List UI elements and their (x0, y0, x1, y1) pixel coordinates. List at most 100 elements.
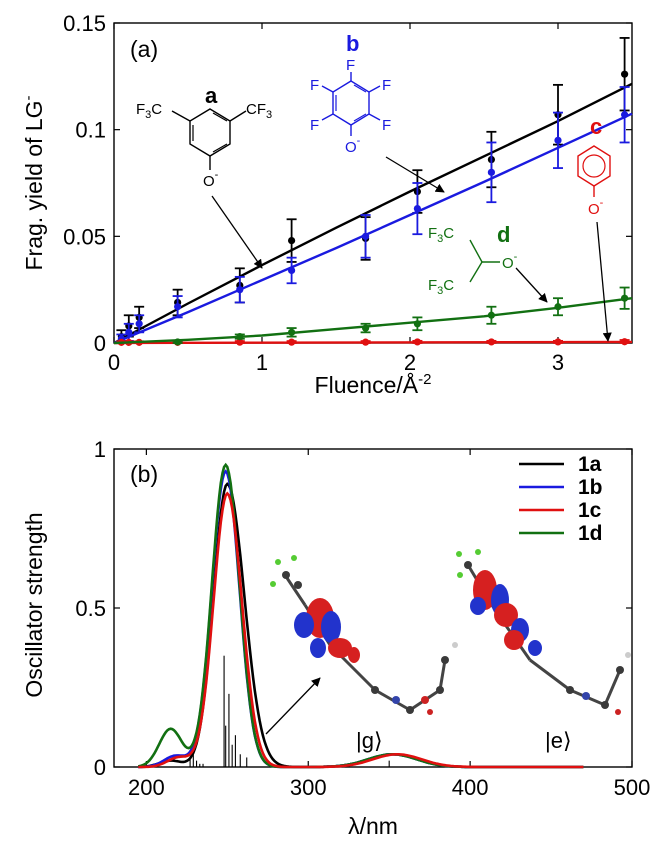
data-point-c (288, 338, 296, 346)
fit-line-a (113, 82, 633, 345)
y-tick-label-a: 0.15 (63, 11, 106, 36)
fit-line-d (113, 297, 633, 345)
data-point-c (236, 338, 244, 346)
data-point-b (288, 266, 296, 275)
x-tick-label-b: 500 (614, 775, 651, 800)
panel-a: 0 1 2 3 0 0.05 0.1 0.15 (a) Fluence/Å-2 Frag. y… (20, 11, 633, 398)
fluorine-top: F (346, 57, 355, 74)
fluorine-lower-right: F (382, 117, 391, 134)
data-point-d (174, 338, 182, 346)
spectrum-1c (138, 491, 584, 769)
arrow-d (515, 267, 548, 303)
data-point-b (621, 111, 629, 119)
data-point-b (135, 320, 143, 328)
molecule-d-label: d (497, 222, 510, 247)
y-tick-label-b: 0 (94, 755, 106, 780)
series-b (113, 86, 633, 345)
cf3-group-lower: F3C (428, 277, 454, 297)
y-tick-label-a: 0 (94, 331, 106, 356)
data-point-b (413, 205, 421, 213)
fluorine-upper-right: F (382, 77, 391, 94)
data-point-c (621, 338, 629, 346)
ground-state-label: |g⟩ (356, 728, 383, 753)
series-d (113, 286, 633, 346)
molecule-d: d F3C F3C O- (428, 222, 518, 297)
x-tick-label-b: 200 (128, 775, 165, 800)
y-tick-label-b: 0.5 (75, 596, 106, 621)
molecule-a: a F3C CF3 O- (136, 83, 272, 190)
series-group-b (137, 462, 584, 769)
ticks-a: 0 1 2 3 0 0.05 0.1 0.15 (63, 11, 632, 375)
x-tick-label-a: 3 (552, 350, 564, 375)
data-point-b (362, 232, 370, 240)
fit-line-b (113, 112, 633, 345)
arrow-orbital (265, 677, 321, 735)
data-point-c (487, 338, 495, 346)
legend-label-1d: 1d (578, 522, 603, 545)
axes-frame-a (113, 22, 633, 344)
arrow-c (596, 221, 612, 342)
benzene-ring-b (332, 80, 370, 126)
y-tick-label-a: 0.05 (63, 224, 106, 249)
data-point-c (362, 338, 370, 346)
oxygen-atom-a: O- (203, 169, 219, 190)
molecule-b: b F F F F F O- (310, 31, 391, 156)
oxygen-atom-b: O- (345, 135, 361, 156)
data-point-d (413, 320, 421, 328)
data-point-b (554, 136, 562, 144)
x-tick-label-a: 0 (108, 350, 120, 375)
data-point-d (554, 303, 562, 311)
data-point-b (174, 303, 182, 311)
x-tick-label-b: 300 (290, 775, 327, 800)
y-tick-label-a: 0.1 (75, 118, 106, 143)
data-point-a (621, 70, 629, 78)
x-tick-label-b: 400 (452, 775, 489, 800)
oxygen-atom-d: O- (502, 251, 518, 272)
molecule-b-label: b (346, 31, 359, 56)
data-point-b (236, 286, 244, 294)
legend-label-1b: 1b (578, 476, 603, 499)
data-point-b (487, 168, 495, 176)
data-point-d (288, 328, 296, 336)
series-group-a (113, 37, 633, 346)
arrow-b (385, 156, 445, 193)
x-axis-label-a: Fluence/Å-2 (315, 371, 432, 398)
data-point-d (487, 311, 495, 319)
data-point-a (288, 237, 296, 245)
fit-line-c (113, 340, 633, 345)
y-axis-label-a: Frag. yield of LG- (20, 95, 47, 270)
panel-b: 200 300 400 500 0 0.5 1 (21, 437, 650, 839)
y-axis-label-b: Oscillator strength (21, 512, 47, 697)
molecule-render-excited (456, 549, 631, 715)
cf3-group-right: CF3 (246, 101, 272, 121)
data-point-d (362, 324, 370, 332)
series-a (113, 37, 633, 345)
fluorine-upper-left: F (310, 77, 319, 94)
data-point-d (621, 294, 629, 302)
x-tick-label-a: 2 (404, 350, 416, 375)
molecule-c-label: c (590, 114, 602, 139)
legend-label-1c: 1c (578, 499, 602, 522)
panel-label-a: (a) (130, 36, 158, 62)
fluorine-lower-left: F (310, 117, 319, 134)
panel-label-b: (b) (130, 461, 158, 487)
data-point-b (125, 328, 133, 336)
data-point-d (236, 333, 244, 341)
molecule-render-ground (270, 555, 458, 715)
benzene-ring-a (189, 108, 231, 157)
legend-label-1a: 1a (578, 453, 602, 476)
cf3-group-left: F3C (136, 101, 162, 121)
data-point-c (554, 338, 562, 346)
arrow-a (211, 195, 263, 269)
cf3-group-upper: F3C (428, 225, 454, 245)
oxygen-atom-c: O- (588, 197, 604, 218)
y-tick-label-b: 1 (94, 437, 106, 462)
excited-state-label: |e⟩ (545, 728, 572, 753)
ticks-b: 200 300 400 500 0 0.5 1 (75, 437, 650, 800)
x-axis-label-b: λ/nm (348, 813, 398, 839)
axes-frame-b (113, 448, 633, 768)
x-tick-label-a: 1 (256, 350, 268, 375)
molecule-a-label: a (205, 83, 218, 108)
